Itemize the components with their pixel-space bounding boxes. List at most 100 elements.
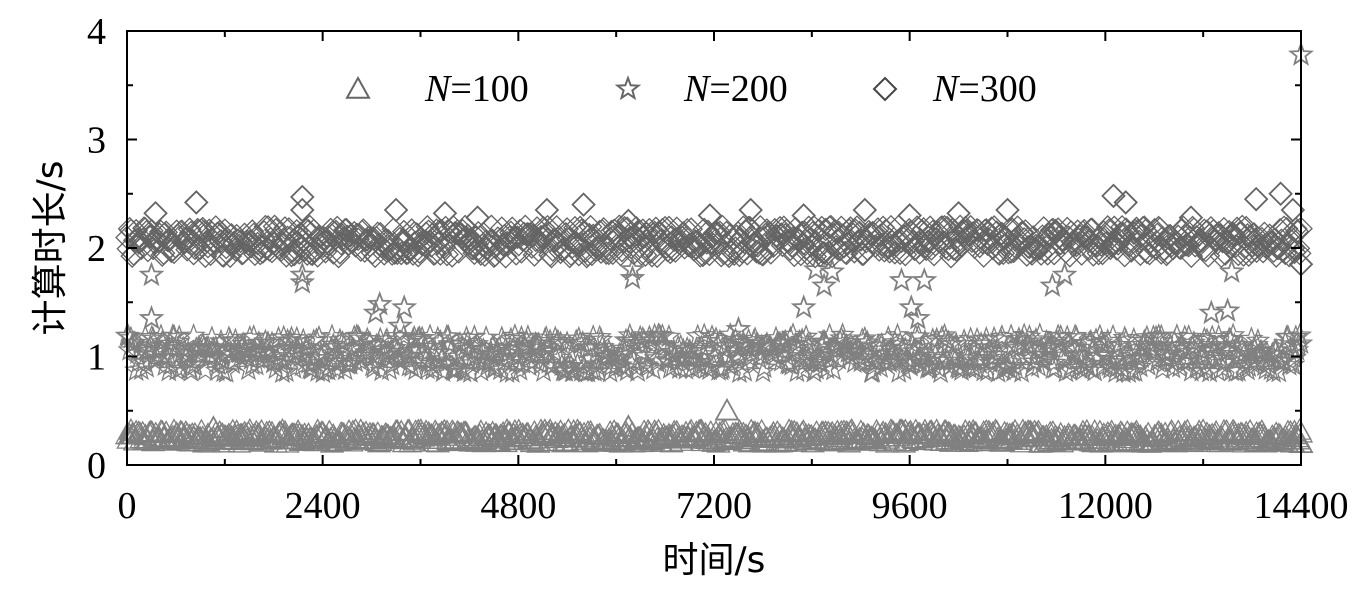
- point-n200: [231, 331, 256, 355]
- point-n300: [1017, 235, 1042, 260]
- point-n300-outlier: [616, 208, 641, 234]
- point-n100: [564, 422, 589, 445]
- point-n300: [1137, 241, 1162, 266]
- point-n300-outlier: [290, 184, 315, 210]
- point-n300: [629, 241, 654, 266]
- point-n200: [1088, 329, 1114, 354]
- point-n300: [702, 221, 727, 245]
- legend-star-icon: [614, 75, 642, 101]
- point-n300: [596, 241, 621, 266]
- point-n200: [540, 352, 565, 377]
- point-n300-outlier: [852, 197, 878, 223]
- point-n100: [951, 424, 977, 446]
- point-n300: [1148, 216, 1172, 241]
- point-n200: [691, 322, 717, 346]
- point-n100-outlier: [200, 415, 226, 438]
- point-n300: [882, 240, 907, 265]
- x-tick-label: 12000: [1058, 485, 1153, 527]
- point-n200-outlier: [138, 304, 165, 330]
- point-n300: [654, 235, 679, 259]
- point-n200: [274, 358, 299, 383]
- point-n200: [677, 338, 703, 362]
- point-n100-outlier: [714, 397, 740, 421]
- point-n300: [182, 236, 207, 261]
- point-n100: [161, 418, 187, 441]
- point-n300: [608, 242, 633, 267]
- point-n200: [176, 340, 201, 365]
- legend-diamond-icon: [872, 76, 898, 102]
- point-n300: [939, 244, 963, 269]
- y-tick-label: 1: [87, 337, 106, 379]
- point-n300: [569, 218, 594, 243]
- point-n200: [1041, 350, 1067, 374]
- point-n200: [1116, 359, 1141, 384]
- point-n200: [724, 346, 750, 370]
- point-n300-outlier: [1268, 181, 1293, 207]
- point-n300: [642, 220, 667, 245]
- point-n300: [1081, 242, 1106, 267]
- point-n300: [1223, 234, 1248, 259]
- point-n300: [277, 217, 301, 242]
- point-n200-outlier: [391, 294, 418, 319]
- point-n200: [566, 325, 592, 350]
- point-n300: [135, 238, 160, 263]
- point-n300: [1008, 232, 1033, 257]
- point-n200: [989, 324, 1015, 348]
- point-n200: [816, 340, 841, 364]
- point-n200: [503, 349, 529, 374]
- point-n100: [331, 421, 356, 444]
- point-n200: [490, 329, 516, 353]
- point-n300-outlier: [1101, 183, 1126, 209]
- point-n300: [1072, 218, 1097, 243]
- point-n100: [1230, 422, 1255, 444]
- point-n200: [1115, 339, 1140, 364]
- point-n200: [536, 350, 562, 374]
- point-n200: [531, 358, 556, 382]
- point-n300: [374, 239, 399, 264]
- point-n300: [905, 215, 929, 240]
- point-n300: [868, 223, 893, 248]
- point-n200: [934, 347, 960, 372]
- point-n300: [283, 230, 308, 255]
- legend-label-n100: N=100: [424, 68, 529, 110]
- point-n200: [588, 327, 614, 351]
- y-tick-label: 4: [87, 11, 106, 53]
- point-n300: [547, 225, 572, 250]
- x-tick-label: 0: [118, 485, 137, 527]
- point-n200: [1216, 326, 1242, 350]
- point-n100: [1128, 423, 1153, 446]
- point-n200: [502, 323, 528, 347]
- point-n300: [782, 243, 807, 268]
- point-n200: [306, 324, 332, 349]
- point-n200: [1230, 336, 1255, 360]
- point-n300: [519, 235, 544, 259]
- legend-item-n200: N=200: [614, 68, 788, 110]
- point-n100: [803, 426, 828, 449]
- point-n200: [655, 348, 680, 372]
- point-n300: [435, 242, 459, 267]
- point-n300: [342, 220, 367, 245]
- point-n200: [932, 322, 957, 346]
- point-n300: [487, 239, 512, 264]
- point-n300: [458, 227, 483, 252]
- point-n100: [968, 426, 994, 449]
- point-n300: [576, 242, 600, 267]
- x-tick-label: 14400: [1254, 485, 1349, 527]
- y-tick-label: 3: [87, 120, 106, 162]
- point-n200: [1056, 330, 1081, 354]
- x-tick-label: 9600: [872, 485, 948, 527]
- point-n300: [553, 221, 578, 246]
- point-n300-outlier: [432, 201, 458, 226]
- point-n300: [227, 233, 252, 258]
- point-n200: [1180, 334, 1205, 358]
- point-n300: [736, 215, 761, 240]
- point-n200: [425, 325, 451, 349]
- point-n300: [386, 237, 411, 261]
- point-n300: [1287, 241, 1312, 266]
- point-n200: [1001, 358, 1026, 382]
- point-n100: [157, 426, 183, 449]
- point-n300: [1188, 232, 1213, 257]
- point-n300: [893, 242, 918, 267]
- point-n300: [1155, 240, 1180, 265]
- point-n300-outlier: [791, 203, 816, 228]
